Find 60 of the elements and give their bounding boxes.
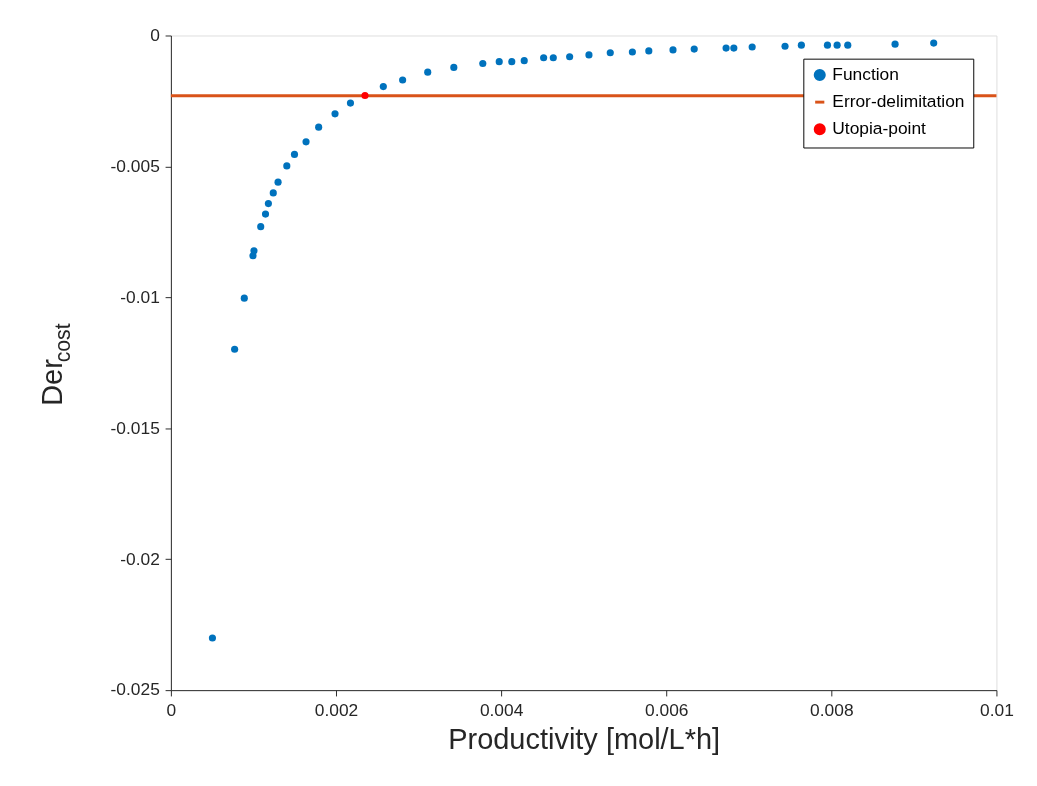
x-tick-label: 0.006 (644, 699, 689, 720)
point (748, 43, 756, 51)
x-tick-label: 0.002 (314, 699, 359, 720)
ref-line-label: Error-delimitation (832, 90, 965, 111)
point (540, 54, 548, 62)
point (495, 58, 503, 66)
point (891, 40, 899, 48)
point (566, 53, 574, 61)
point (231, 345, 239, 353)
point (283, 162, 291, 170)
point (823, 41, 832, 49)
point (930, 39, 938, 47)
point (520, 57, 528, 65)
point (331, 110, 339, 118)
y-tick-label: -0.015 (110, 417, 160, 438)
x-tick-label: 0 (166, 699, 177, 720)
point (264, 200, 272, 208)
legend-label: Function (832, 63, 899, 84)
point (479, 59, 487, 68)
point (781, 42, 789, 50)
x-tick-label: 0.008 (810, 699, 854, 720)
y-tick-label: -0.005 (110, 155, 160, 176)
point (208, 634, 217, 642)
point (290, 150, 299, 158)
point (690, 45, 698, 53)
y-tick-label: -0.025 (110, 679, 160, 700)
point (379, 82, 387, 91)
x-tick-label: 0.01 (980, 699, 1014, 720)
point (585, 51, 593, 59)
point (722, 44, 730, 52)
point (645, 47, 653, 55)
point (450, 63, 458, 72)
point (797, 41, 805, 49)
point (833, 41, 841, 49)
y-tick-label: 0 (150, 24, 160, 45)
x-tick-label: 0.004 (479, 699, 524, 720)
y-tick-label: -0.02 (120, 548, 160, 569)
point (508, 58, 516, 66)
point (669, 46, 677, 54)
point (269, 189, 277, 197)
point (346, 99, 355, 107)
point (399, 76, 407, 84)
point (606, 49, 614, 57)
point (240, 294, 248, 302)
x-axis-title: Productivity [mol/L*h] (448, 722, 721, 755)
point (302, 138, 310, 146)
point (549, 54, 557, 62)
point (315, 123, 323, 131)
point (257, 223, 265, 231)
y-tick-label: -0.01 (120, 286, 160, 307)
y-axis-title: Dercost (35, 323, 76, 406)
legend-label: Utopia-point (832, 117, 927, 138)
point (361, 91, 369, 100)
point (261, 210, 270, 218)
point (250, 247, 258, 255)
point (274, 178, 282, 186)
point (424, 68, 432, 76)
point (844, 41, 852, 49)
point (628, 48, 636, 56)
point (730, 44, 738, 52)
